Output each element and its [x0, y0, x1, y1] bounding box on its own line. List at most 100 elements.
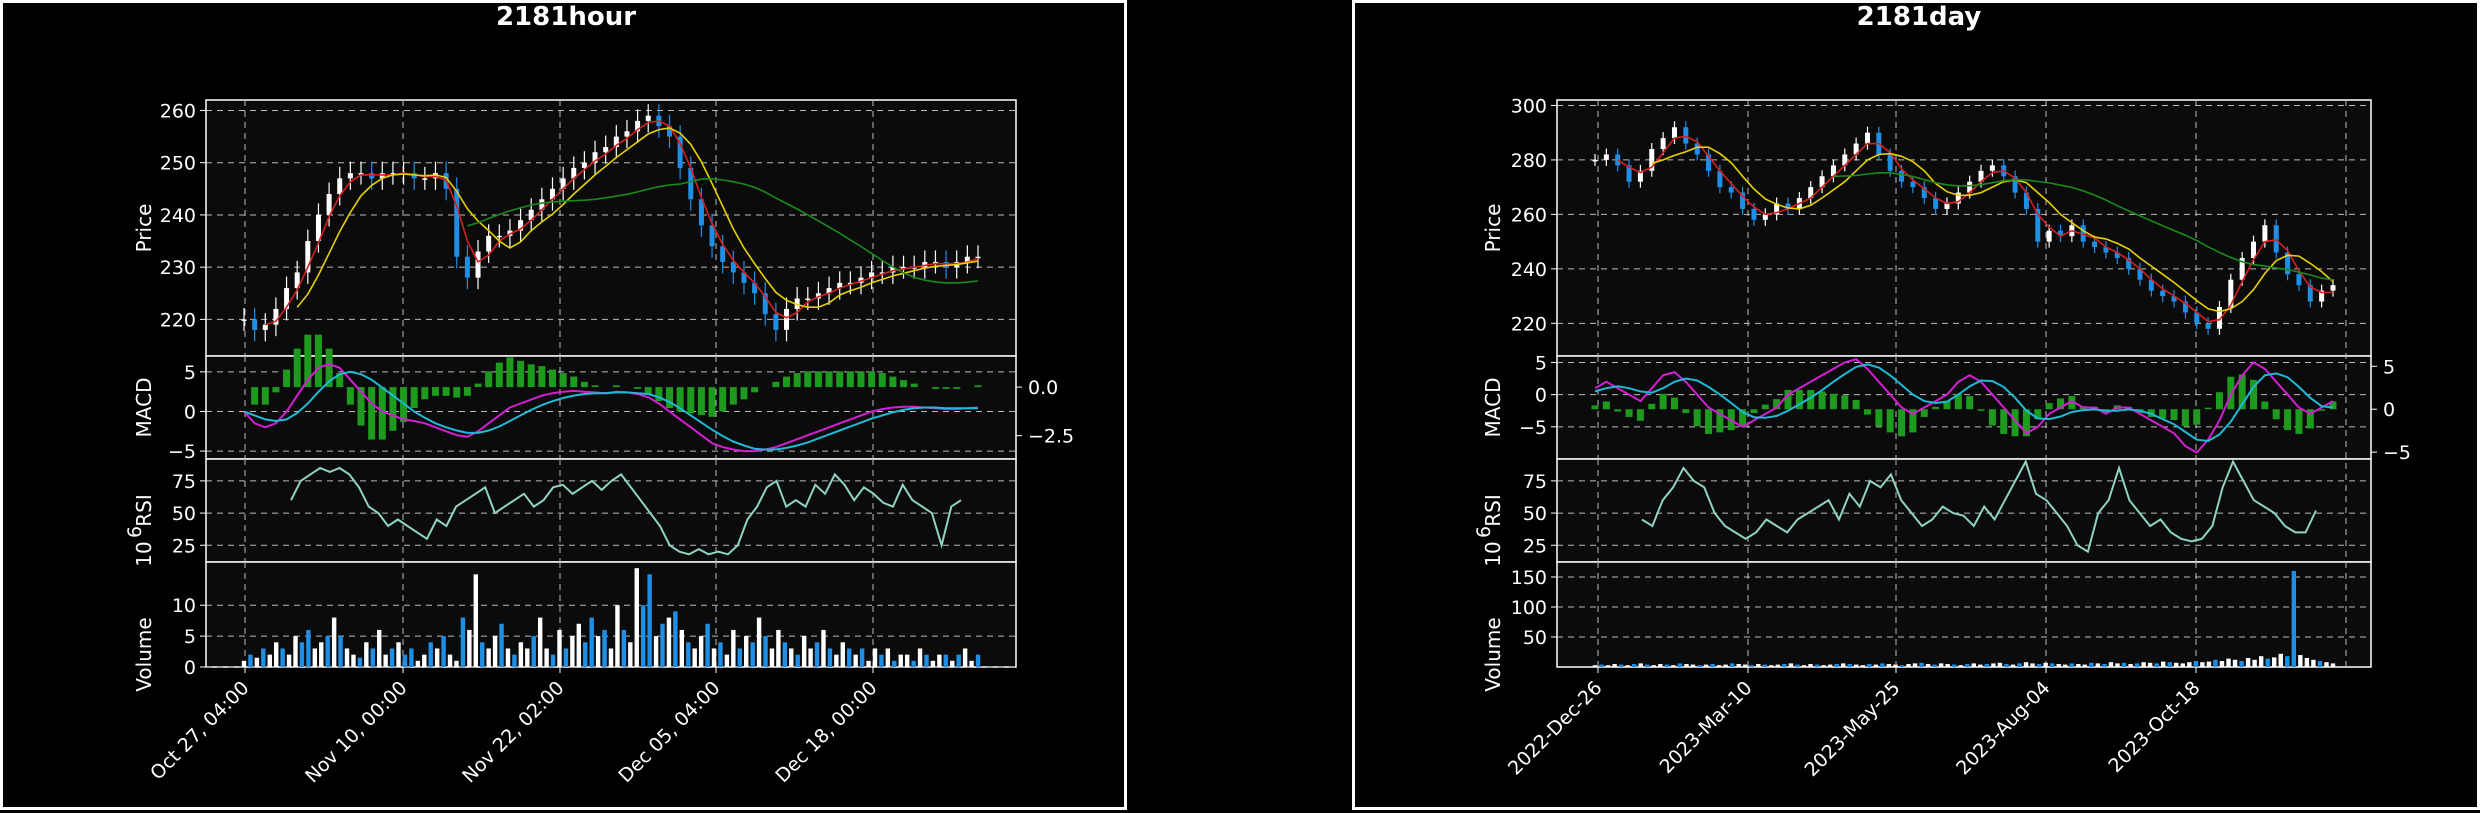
volume-bar — [1867, 664, 1872, 667]
candle-body — [943, 261, 949, 268]
volume-bar — [1997, 662, 2003, 667]
volume-bar — [1645, 664, 1650, 667]
macd-histogram-bar — [1693, 409, 1701, 427]
candle-body — [1967, 181, 1973, 193]
candle-body — [1649, 149, 1655, 171]
candle-body — [1842, 154, 1848, 166]
volume-bar — [377, 629, 382, 667]
volume-bar — [1788, 663, 1794, 667]
macd-histogram-bar — [2329, 401, 2337, 410]
volume-bar — [2324, 662, 2329, 667]
macd-histogram-bar — [1682, 409, 1690, 414]
volume-axis-label: Volume — [132, 617, 156, 691]
volume-bar — [956, 654, 961, 667]
volume-y-tick-label: 150 — [1511, 567, 1547, 589]
volume-bar — [853, 654, 858, 667]
volume-bar — [344, 648, 350, 667]
candle-body — [581, 162, 587, 168]
volume-bar — [1599, 664, 1604, 667]
volume-bar — [808, 648, 813, 667]
macd-histogram-bar — [868, 371, 876, 388]
volume-bar — [325, 636, 330, 667]
volume-panel-frame — [1556, 561, 2372, 668]
volume-bar — [2174, 662, 2179, 667]
candle-body — [369, 173, 375, 179]
volume-bar — [911, 660, 916, 667]
chart-panel-hour: 2181hour 220 230 240 250 260 Price −5 0 5 MACD 25 5… — [0, 0, 1127, 810]
volume-bar — [364, 642, 369, 667]
volume-bar — [859, 648, 865, 667]
candle-body — [1592, 159, 1598, 162]
candle-body — [2092, 241, 2098, 248]
macd-histogram-bar — [2011, 409, 2019, 437]
candle-body — [2046, 230, 2052, 242]
macd-histogram-bar — [442, 387, 450, 396]
candle-body — [305, 241, 311, 273]
candle-body — [1637, 170, 1643, 182]
volume-bar — [834, 654, 839, 667]
candle-body — [432, 173, 438, 179]
volume-bar — [1795, 664, 1800, 667]
volume-bar — [2095, 663, 2101, 667]
volume-bar — [1671, 665, 1676, 667]
volume-bar — [776, 629, 781, 667]
candle-body — [464, 256, 470, 278]
candle-body — [964, 256, 970, 262]
candle-body — [1762, 214, 1768, 220]
macd-histogram-bar — [783, 376, 791, 388]
volume-bar — [1854, 664, 1859, 667]
volume-bar — [1978, 664, 1983, 667]
macd-histogram-bar — [1591, 405, 1599, 410]
volume-bar — [1716, 665, 1722, 667]
candle-body — [1717, 170, 1723, 188]
macd-histogram-bar — [1761, 404, 1769, 410]
volume-bar — [705, 623, 710, 667]
volume-bar — [1912, 663, 1918, 667]
candle-body — [858, 277, 864, 283]
volume-bar — [718, 642, 723, 667]
volume-bar — [692, 648, 697, 667]
macd-histogram-bar — [2318, 409, 2326, 411]
volume-bar — [2213, 659, 2218, 667]
volume-bar — [2278, 653, 2283, 667]
macd-histogram-bar — [1829, 393, 1837, 410]
macd-histogram-bar — [2284, 409, 2292, 431]
candle-body — [539, 199, 545, 210]
candle-body — [1887, 154, 1893, 171]
volume-bar — [512, 654, 517, 667]
macd-histogram-bar — [2272, 409, 2280, 420]
candle-body — [2058, 230, 2064, 237]
candle-body — [2262, 225, 2268, 242]
volume-bar — [2069, 663, 2074, 667]
volume-bar — [2180, 663, 2185, 667]
macd-histogram-bar — [1625, 409, 1633, 417]
macd-histogram-bar — [1705, 409, 1713, 434]
macd-histogram-bar — [666, 387, 674, 409]
volume-bar — [2291, 571, 2297, 667]
macd-y-tick-label: 5 — [1535, 352, 1547, 374]
candle-body — [2035, 208, 2041, 242]
candle-body — [826, 288, 832, 294]
chart-hour-svg: 2181hour 220 230 240 250 260 Price −5 0 5 MACD 25 5… — [124, 3, 1074, 787]
macd-histogram-bar — [655, 387, 663, 402]
volume-bar — [1932, 664, 1937, 667]
candle-body — [730, 261, 736, 273]
volume-bar — [492, 636, 498, 667]
volume-bar — [563, 648, 569, 667]
volume-bar — [2082, 664, 2088, 667]
macd-histogram-bar — [878, 373, 886, 388]
volume-bar — [396, 642, 401, 667]
candle-body — [1989, 165, 1995, 171]
rsi-y-tick-label: 25 — [172, 535, 196, 557]
macd-histogram-bar — [2238, 374, 2246, 410]
macd-histogram-bar — [1886, 409, 1894, 433]
macd-histogram-bar — [1898, 409, 1906, 437]
macd-histogram-bar — [336, 373, 344, 388]
volume-bar — [821, 629, 826, 667]
volume-bar — [628, 642, 633, 667]
volume-bar — [679, 629, 685, 667]
candle-body — [454, 188, 460, 257]
volume-bar — [480, 642, 485, 667]
macd-histogram-bar — [1966, 396, 1974, 410]
candle-body — [2160, 290, 2166, 297]
